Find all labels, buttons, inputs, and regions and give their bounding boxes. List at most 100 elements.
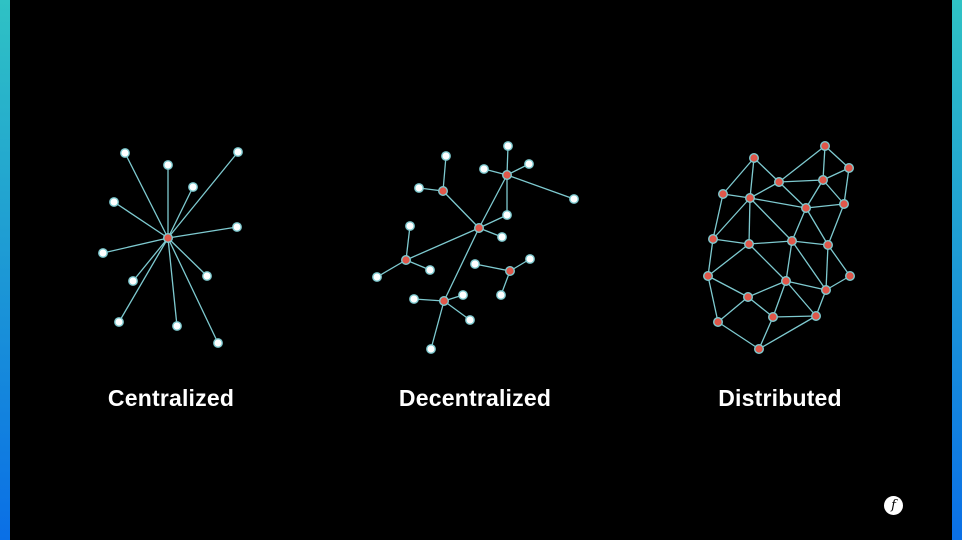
leaf-node (524, 159, 534, 169)
network-link (717, 321, 760, 350)
hub-node (713, 317, 724, 328)
network-link (712, 197, 751, 240)
centralized-network (98, 147, 243, 348)
network-link (167, 237, 178, 327)
hub-node (749, 152, 760, 163)
leaf-node (502, 210, 512, 220)
network-link (478, 214, 508, 229)
network-link (758, 316, 774, 350)
network-link (748, 240, 793, 245)
network-link (753, 157, 780, 183)
leaf-node (409, 294, 419, 304)
hub-node (754, 344, 765, 355)
network-link (822, 179, 845, 205)
network-link (405, 225, 411, 261)
left-accent-bar (0, 0, 10, 540)
network-link (442, 190, 480, 229)
network-link (442, 155, 447, 192)
network-link (102, 237, 169, 254)
network-link (822, 145, 826, 181)
hub-node (474, 222, 485, 233)
leaf-node (172, 321, 182, 331)
hub-node (438, 185, 449, 196)
network-link (443, 227, 480, 302)
hub-node (768, 312, 779, 323)
network-link (827, 203, 845, 246)
hub-node (743, 292, 754, 303)
leaf-node (109, 197, 119, 207)
network-link (376, 259, 407, 278)
network-link (805, 203, 845, 209)
hub-node (787, 235, 798, 246)
leaf-node (128, 276, 138, 286)
leaf-node (202, 271, 212, 281)
network-link (827, 244, 851, 277)
brand-logo-icon: f (884, 496, 903, 515)
network-link (805, 179, 824, 209)
leaf-node (441, 151, 451, 161)
network-link (413, 298, 445, 302)
network-link (772, 315, 817, 318)
network-link (707, 275, 719, 323)
hub-node (839, 198, 850, 209)
leaf-node (458, 290, 468, 300)
network-link (778, 145, 826, 183)
leaf-node (497, 232, 507, 242)
network-link (772, 280, 787, 318)
right-accent-bar (952, 0, 962, 540)
leaf-node (414, 183, 424, 193)
leaf-node (233, 147, 243, 157)
hub-node (821, 285, 832, 296)
hub-node (718, 188, 729, 199)
hub-node (745, 192, 756, 203)
network-link (722, 157, 755, 195)
hub-node (844, 162, 855, 173)
network-link (758, 315, 817, 350)
hub-node (708, 233, 719, 244)
network-link (707, 238, 714, 277)
network-link (824, 145, 850, 169)
network-link (747, 280, 787, 298)
hub-node (820, 140, 831, 151)
network-link (118, 237, 169, 323)
network-link (778, 179, 824, 183)
leaf-node (465, 315, 475, 325)
label-distributed: Distributed (718, 385, 842, 411)
hub-node (439, 296, 450, 307)
network-link (825, 244, 829, 291)
network-link (749, 197, 807, 209)
network-link (747, 296, 774, 318)
leaf-node (213, 338, 223, 348)
leaf-node (405, 221, 415, 231)
network-link (749, 157, 755, 199)
network-link (474, 263, 511, 272)
network-link (167, 186, 194, 239)
network-link (805, 207, 829, 246)
leaf-node (120, 148, 130, 158)
leaf-node (114, 317, 124, 327)
network-link (749, 181, 780, 199)
leaf-node (188, 182, 198, 192)
network-link (167, 151, 239, 239)
network-link (785, 280, 827, 291)
network-link (113, 201, 169, 239)
leaf-node (426, 344, 436, 354)
network-link (843, 167, 850, 205)
hub-node (781, 276, 792, 287)
hub-node (502, 169, 513, 180)
network-link (443, 300, 471, 321)
leaf-node (503, 141, 513, 151)
decentralized-network (372, 141, 579, 354)
leaf-node (525, 254, 535, 264)
hub-node (162, 232, 173, 243)
leaf-node (163, 160, 173, 170)
leaf-node (425, 265, 435, 275)
network-link (717, 296, 749, 323)
network-link (167, 237, 208, 277)
network-link (712, 238, 750, 245)
hub-node (811, 311, 822, 322)
network-link (430, 300, 445, 350)
leaf-node (479, 164, 489, 174)
network-link (167, 237, 219, 344)
